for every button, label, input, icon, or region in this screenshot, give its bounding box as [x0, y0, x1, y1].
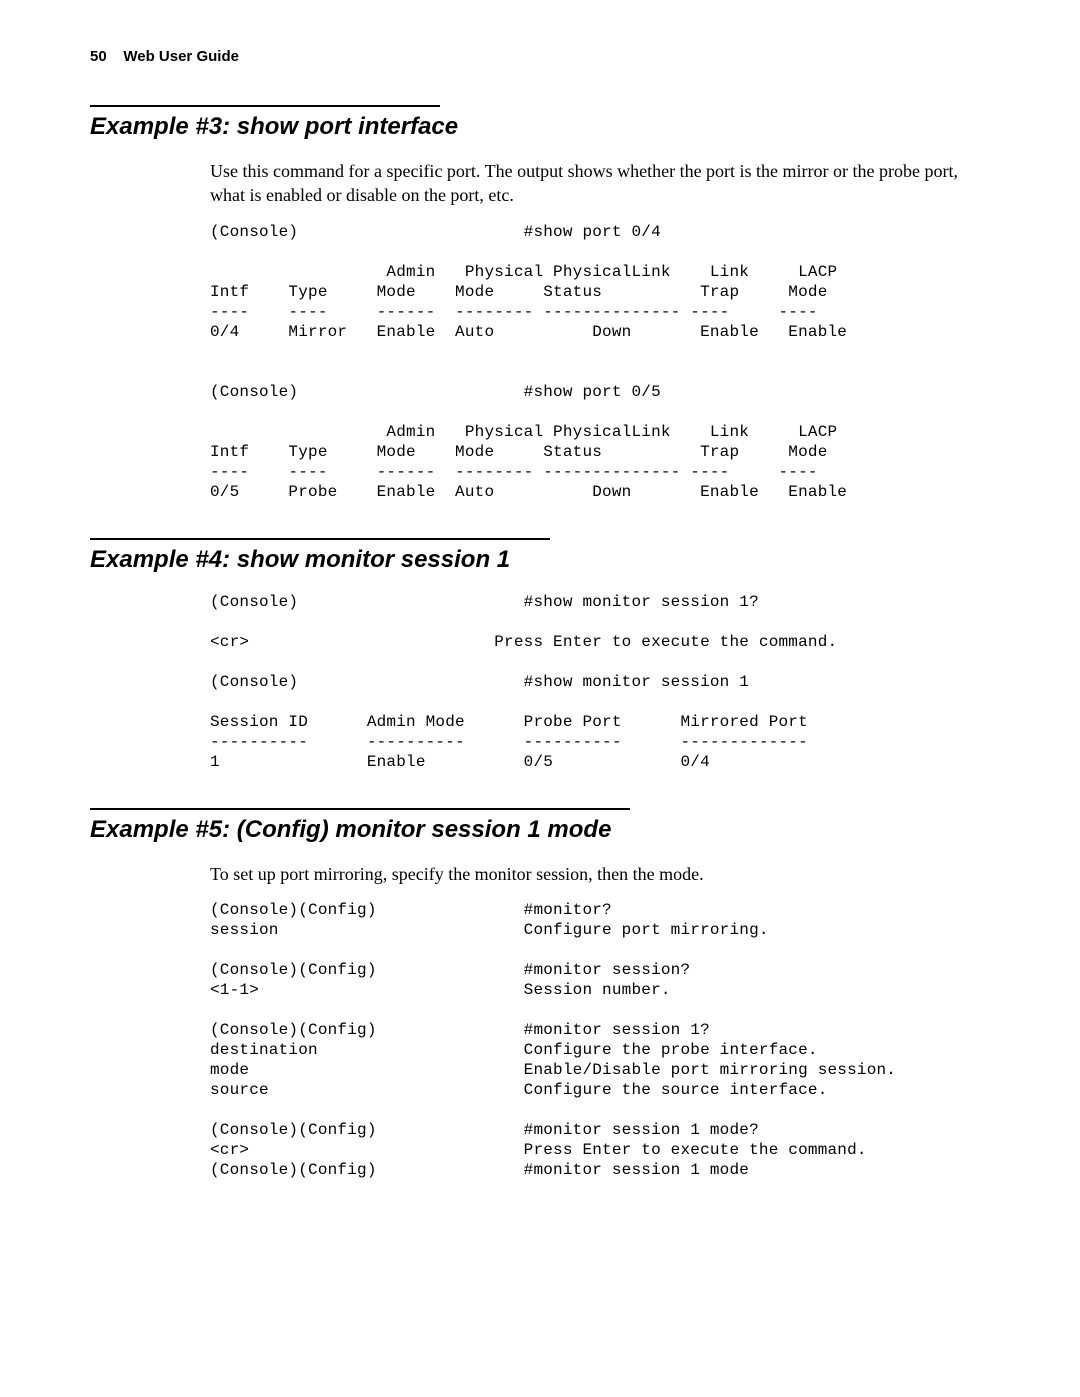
page-number: 50 — [90, 48, 107, 65]
section-title: Example #3: show port interface — [90, 113, 990, 141]
section-title: Example #4: show monitor session 1 — [90, 546, 990, 574]
console-output: (Console) #show monitor session 1? <cr> … — [210, 592, 990, 772]
section-example-3: Example #3: show port interface Use this… — [90, 105, 990, 502]
section-intro: Use this command for a specific port. Th… — [210, 159, 990, 208]
section-example-5: Example #5: (Config) monitor session 1 m… — [90, 808, 990, 1180]
section-title: Example #5: (Config) monitor session 1 m… — [90, 816, 990, 844]
section-intro: To set up port mirroring, specify the mo… — [210, 862, 990, 886]
doc-title: Web User Guide — [123, 48, 239, 65]
page-header: 50 Web User Guide — [90, 48, 990, 65]
section-rule — [90, 808, 630, 810]
console-output: (Console)(Config) #monitor? session Conf… — [210, 900, 990, 1180]
console-output: (Console) #show port 0/4 Admin Physical … — [210, 222, 990, 502]
section-example-4: Example #4: show monitor session 1 (Cons… — [90, 538, 990, 772]
section-rule — [90, 105, 440, 107]
section-rule — [90, 538, 550, 540]
